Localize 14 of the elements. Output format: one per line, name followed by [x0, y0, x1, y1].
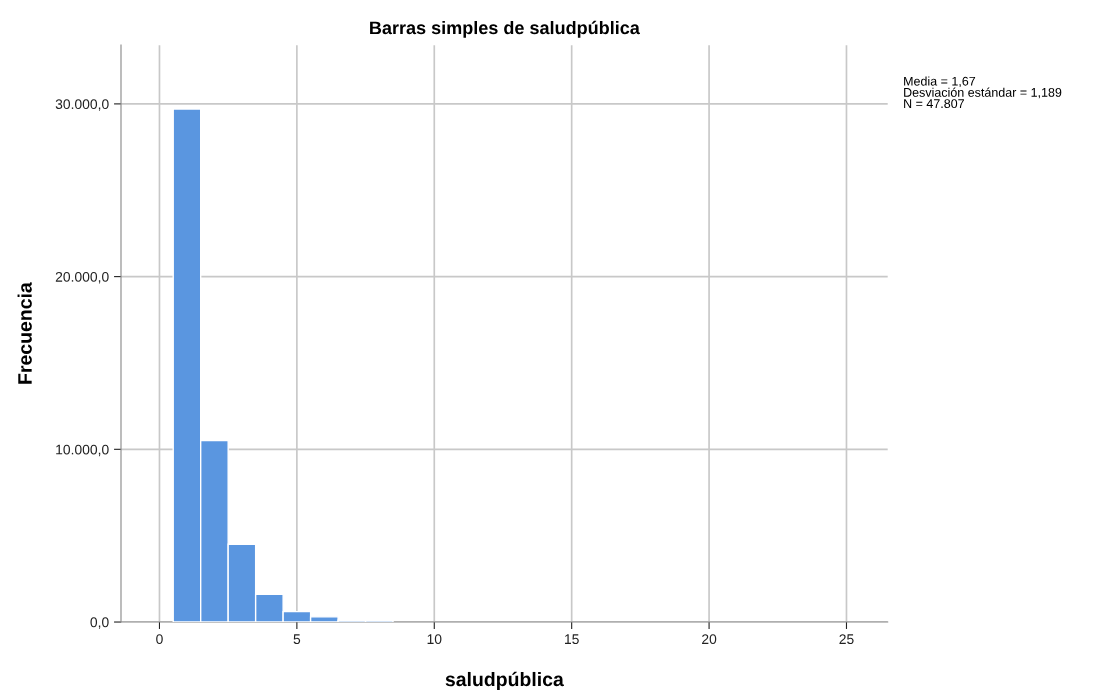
x-tick-label: 10	[427, 634, 442, 645]
x-tick-label: 5	[293, 634, 301, 645]
y-tick-label: 30.000,0	[55, 99, 109, 111]
y-tick-label: 0,0	[90, 617, 109, 629]
x-axis-title: saludpública	[445, 671, 564, 691]
text: Media = 1,67 Desviación estándar = 1,189 N = 47.807	[904, 76, 1062, 109]
x-tick-label: 15	[565, 634, 579, 645]
x-tick-label: 20	[702, 634, 717, 645]
chart-title: Barras simples de saludpública	[370, 20, 640, 38]
x-tick-label: 25	[839, 634, 854, 645]
y-tick-label: 10.000,0	[56, 444, 109, 457]
y-tick-label: 20.000,0	[55, 271, 109, 284]
x-tick-label: 0	[156, 634, 163, 645]
y-axis-title: Frecuencia	[17, 282, 32, 384]
